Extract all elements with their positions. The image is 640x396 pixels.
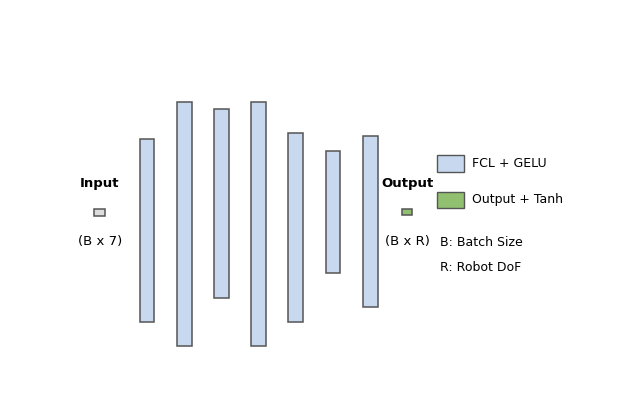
Bar — [177, 103, 191, 346]
Bar — [251, 103, 266, 346]
Text: R: Robot DoF: R: Robot DoF — [440, 261, 521, 274]
Bar — [403, 209, 412, 215]
Bar — [214, 109, 229, 297]
Text: (B x 7): (B x 7) — [77, 235, 122, 248]
Text: (B x R): (B x R) — [385, 235, 430, 248]
Bar — [363, 136, 378, 307]
Text: B: Batch Size: B: Batch Size — [440, 236, 522, 249]
Text: Input: Input — [80, 177, 120, 190]
Bar — [288, 133, 303, 322]
Text: Output: Output — [381, 177, 433, 190]
Bar — [140, 139, 154, 322]
Bar — [326, 151, 340, 273]
Text: FCL + GELU: FCL + GELU — [472, 157, 547, 170]
Bar — [437, 192, 465, 208]
Text: Output + Tanh: Output + Tanh — [472, 194, 563, 206]
Bar — [437, 155, 465, 172]
Bar — [94, 209, 106, 215]
